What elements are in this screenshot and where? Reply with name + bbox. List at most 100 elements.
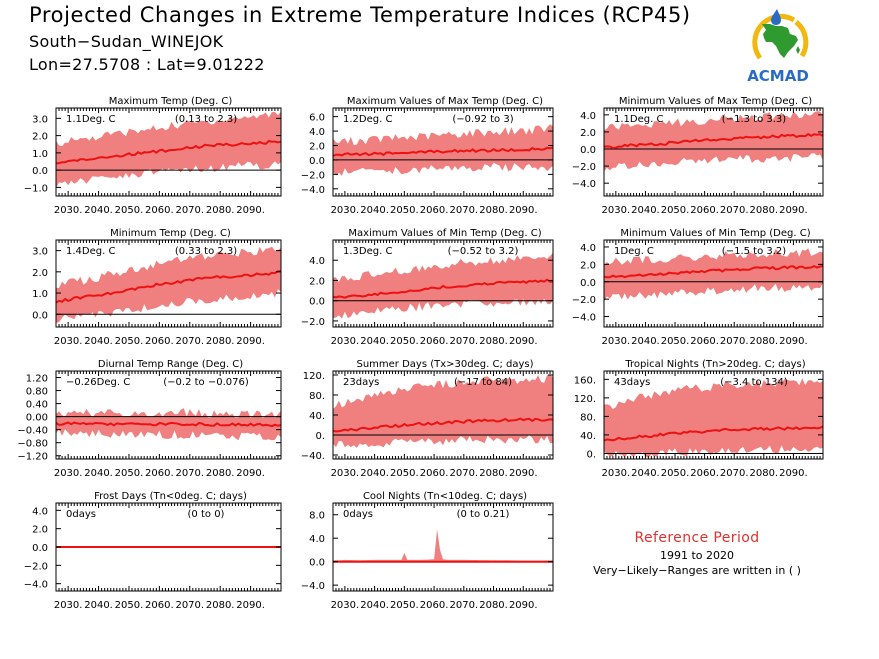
x-tick-label: 2050. bbox=[115, 336, 144, 347]
mean-line bbox=[332, 146, 554, 157]
x-tick-label: 2050. bbox=[661, 205, 690, 216]
mean-line bbox=[55, 270, 282, 304]
y-tick-label: 3.0 bbox=[32, 247, 48, 258]
y-tick-label: 0.0 bbox=[32, 166, 48, 177]
mean-line bbox=[603, 425, 824, 442]
y-tick-label: −1.0 bbox=[24, 183, 48, 194]
y-tick-label: 0. bbox=[586, 449, 596, 460]
mean-change-label: −0.26Deg. C bbox=[66, 377, 130, 388]
chart-title: Minimum Values of Max Temp (Deg. C) bbox=[619, 96, 812, 107]
y-tick-label: 0.80 bbox=[26, 387, 48, 398]
x-tick-label: 2090. bbox=[236, 600, 265, 611]
x-tick-label: 2050. bbox=[115, 468, 144, 479]
y-tick-label: 160. bbox=[574, 375, 596, 386]
y-tick-label: 0. bbox=[315, 431, 325, 442]
x-tick-label: 2050. bbox=[390, 336, 419, 347]
x-tick-label: 2040. bbox=[360, 336, 389, 347]
x-tick-label: 2060. bbox=[145, 205, 174, 216]
y-tick-label: 4.0 bbox=[32, 506, 48, 517]
x-tick-label: 2030. bbox=[54, 336, 83, 347]
x-tick-label: 2040. bbox=[84, 468, 113, 479]
main-title: Projected Changes in Extreme Temperature… bbox=[29, 3, 691, 27]
x-tick-label: 2070. bbox=[720, 336, 749, 347]
mean-change-label: 23days bbox=[343, 377, 379, 388]
range-band bbox=[333, 374, 553, 448]
x-tick-label: 2050. bbox=[390, 468, 419, 479]
x-tick-label: 2060. bbox=[690, 468, 719, 479]
y-tick-label: 4.0 bbox=[580, 111, 596, 122]
y-tick-label: 80. bbox=[309, 391, 325, 402]
x-tick-label: 2080. bbox=[479, 336, 508, 347]
x-tick-label: 2080. bbox=[206, 600, 235, 611]
x-tick-label: 2040. bbox=[84, 600, 113, 611]
chart-panel: 2030. 2040. 2050. 2060. 2070. 2080. 2090. 160. 1… bbox=[574, 359, 824, 479]
chart-panel: 2030. 2040. 2050. 2060. 2070. 2080. 2090. 4.0 2.… bbox=[301, 228, 554, 347]
chart-title: Tropical Nights (Tn>20deg. C; days) bbox=[624, 359, 805, 370]
y-tick-label: −4.0 bbox=[572, 179, 596, 190]
x-tick-label: 2030. bbox=[331, 468, 360, 479]
y-tick-label: −2.0 bbox=[301, 170, 325, 181]
chart-title: Cool Nights (Tn<10deg. C; days) bbox=[363, 491, 527, 502]
x-tick-label: 2090. bbox=[779, 205, 808, 216]
x-tick-label: 2030. bbox=[54, 600, 83, 611]
y-tick-label: 4.0 bbox=[309, 256, 325, 267]
x-tick-label: 2070. bbox=[175, 468, 204, 479]
x-tick-label: 2080. bbox=[206, 205, 235, 216]
range-band bbox=[604, 248, 823, 302]
x-tick-label: 2050. bbox=[390, 600, 419, 611]
y-tick-label: −4.0 bbox=[301, 185, 325, 196]
x-tick-label: 2040. bbox=[631, 336, 660, 347]
x-tick-label: 2060. bbox=[420, 600, 449, 611]
x-tick-label: 2070. bbox=[175, 205, 204, 216]
x-tick-label: 2070. bbox=[720, 468, 749, 479]
x-tick-label: 2070. bbox=[449, 205, 478, 216]
mean-line bbox=[332, 278, 554, 299]
location-name: South−Sudan_WINEJOK bbox=[29, 32, 224, 51]
x-tick-label: 2090. bbox=[779, 468, 808, 479]
x-tick-label: 2060. bbox=[420, 468, 449, 479]
y-tick-label: 0.0 bbox=[580, 145, 596, 156]
y-tick-label: 0.00 bbox=[26, 413, 48, 424]
y-tick-label: 120. bbox=[574, 394, 596, 405]
x-tick-label: 2040. bbox=[631, 468, 660, 479]
x-tick-label: 2040. bbox=[631, 205, 660, 216]
range-label: (0.33 to 2.3) bbox=[175, 246, 237, 257]
x-tick-label: 2090. bbox=[236, 336, 265, 347]
x-tick-label: 2030. bbox=[602, 336, 631, 347]
chart-title: Maximum Temp (Deg. C) bbox=[109, 96, 233, 107]
y-tick-label: 2.0 bbox=[32, 268, 48, 279]
x-tick-label: 2080. bbox=[749, 336, 778, 347]
y-tick-label: 0.40 bbox=[26, 400, 48, 411]
x-tick-label: 2090. bbox=[779, 336, 808, 347]
range-label: (−0.92 to 3) bbox=[452, 114, 513, 125]
reference-period: Reference Period 1991 to 2020 Very−Likel… bbox=[592, 530, 802, 577]
acmad-logo: ACMAD bbox=[747, 9, 809, 85]
range-label: (0.13 to 2.3) bbox=[175, 114, 237, 125]
chart-title: Minimum Values of Min Temp (Deg. C) bbox=[620, 228, 810, 239]
y-tick-label: 6.0 bbox=[309, 113, 325, 124]
acmad-africa-logo-icon bbox=[752, 9, 809, 60]
reference-period-title: Reference Period bbox=[634, 530, 760, 546]
y-tick-label: 0.0 bbox=[32, 543, 48, 554]
x-tick-label: 2080. bbox=[206, 468, 235, 479]
x-tick-label: 2030. bbox=[54, 468, 83, 479]
coordinates: Lon=27.5708 : Lat=9.01222 bbox=[29, 55, 265, 74]
mean-line bbox=[332, 417, 554, 433]
x-tick-label: 2050. bbox=[115, 600, 144, 611]
range-band bbox=[56, 246, 281, 323]
x-tick-label: 2070. bbox=[720, 205, 749, 216]
x-tick-label: 2050. bbox=[661, 468, 690, 479]
y-tick-label: 4.0 bbox=[580, 243, 596, 254]
mean-change-label: 1.2Deg. C bbox=[343, 114, 392, 125]
x-tick-label: 2040. bbox=[360, 600, 389, 611]
x-tick-label: 2060. bbox=[145, 336, 174, 347]
y-tick-label: −1.20 bbox=[17, 452, 48, 463]
y-tick-label: 2.0 bbox=[580, 260, 596, 271]
x-tick-label: 2030. bbox=[602, 468, 631, 479]
x-tick-label: 2060. bbox=[690, 205, 719, 216]
range-label: (−3.4 to 134) bbox=[720, 377, 788, 388]
x-tick-label: 2060. bbox=[690, 336, 719, 347]
chart-title: Minimum Temp (Deg. C) bbox=[110, 228, 231, 239]
chart-panel: 2030. 2040. 2050. 2060. 2070. 2080. 2090. 4.0 2.… bbox=[572, 96, 824, 216]
